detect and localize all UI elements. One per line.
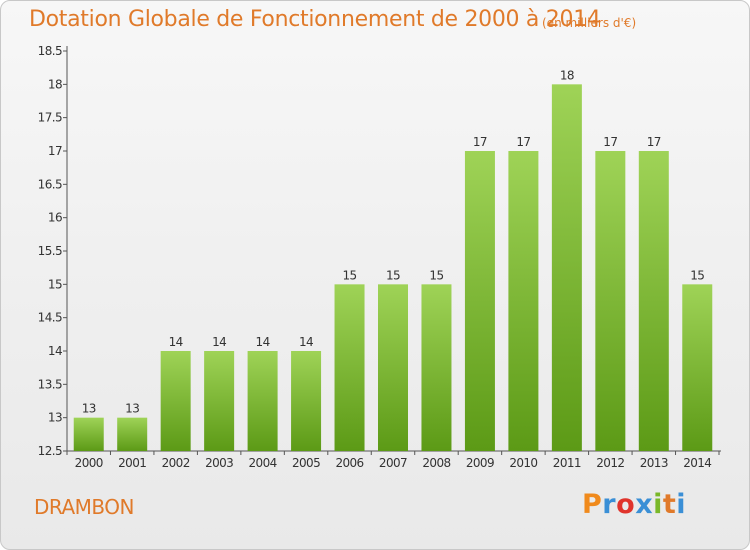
y-tick-label: 16 [48,211,62,225]
data-label: 15 [342,268,356,282]
y-tick-label: 16.5 [38,177,62,191]
x-tick-label: 2006 [335,456,363,470]
x-tick-label: 2011 [553,456,581,470]
bar [247,351,278,451]
data-label: 14 [169,335,183,349]
x-tick-label: 2007 [379,456,407,470]
data-label: 17 [647,135,661,149]
x-tick-label: 2005 [292,456,320,470]
data-label: 14 [212,335,226,349]
y-tick-label: 18.5 [38,44,62,58]
bar [638,151,669,451]
y-tick-label: 18 [48,77,62,91]
bar [73,417,104,451]
x-tick-label: 2013 [640,456,668,470]
data-label: 14 [299,335,313,349]
x-tick-label: 2001 [118,456,146,470]
y-tick-label: 17 [48,144,62,158]
data-label: 14 [256,335,270,349]
data-label: 17 [516,135,530,149]
data-label: 15 [386,268,400,282]
y-tick-label: 13.5 [38,377,62,391]
bar [291,351,322,451]
x-tick-label: 2000 [75,456,103,470]
brand-letter: i [676,489,687,520]
y-tick-label: 14.5 [38,311,62,325]
bar [464,151,495,451]
data-label: 15 [429,268,443,282]
data-label: 15 [690,268,704,282]
data-label: 13 [125,402,139,416]
bar [204,351,235,451]
x-tick-label: 2003 [205,456,233,470]
brand-letter: o [616,489,636,520]
x-tick-label: 2014 [683,456,711,470]
data-label: 17 [473,135,487,149]
chart-title: Dotation Globale de Fonctionnement de 20… [29,7,601,32]
bar [334,284,365,451]
y-tick-label: 12.5 [38,444,62,458]
bar [378,284,408,451]
x-tick-label: 2008 [422,456,450,470]
proxiti-logo: Proxiti [582,489,686,520]
chart-subtitle: (en milliers d'€) [542,16,637,30]
x-tick-label: 2002 [162,456,190,470]
bar [682,284,713,451]
place-name: DRAMBON [34,495,135,519]
brand-letter: t [662,489,677,520]
bar [508,151,539,451]
bar [421,284,452,451]
bar [117,417,148,451]
brand-letter: r [602,489,617,520]
x-tick-label: 2010 [509,456,537,470]
x-tick-label: 2009 [466,456,494,470]
bar [160,351,191,451]
x-tick-label: 2004 [249,456,277,470]
bar [595,151,626,451]
y-tick-label: 13 [48,411,62,425]
y-tick-label: 14 [48,344,62,358]
data-label: 17 [603,135,617,149]
x-tick-label: 2012 [596,456,624,470]
y-tick-label: 17.5 [38,111,62,125]
brand-letter: P [582,489,603,520]
y-tick-label: 15 [48,277,62,291]
bar [551,84,582,451]
y-tick-label: 15.5 [38,244,62,258]
data-label: 18 [560,68,574,82]
brand-letter: i [653,489,663,520]
data-label: 13 [82,402,96,416]
brand-letter: x [635,489,654,520]
